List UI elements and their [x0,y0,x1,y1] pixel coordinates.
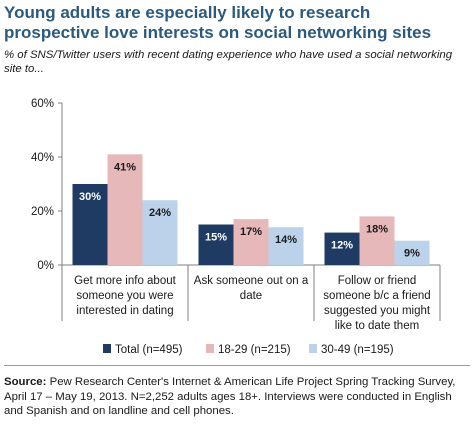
data-label: 30% [79,191,101,203]
data-label: 12% [331,240,353,252]
source-text: Pew Research Center's Internet & America… [4,376,456,418]
bar [268,227,304,265]
bar [107,154,143,265]
legend-swatch [309,344,317,353]
category-label: Ask someone out on a [194,275,309,287]
bar [359,216,395,265]
chart-title: Young adults are especially likely to re… [4,3,432,42]
bar [324,232,360,265]
data-label: 24% [149,207,171,219]
category-label: Follow or friend [338,275,417,287]
category-label: someone b/c a friend [323,290,430,302]
bar [72,184,108,265]
bar [198,224,234,265]
category-label: someone you were [76,290,173,302]
category-label: Get more info about [74,275,176,287]
bar [142,200,178,265]
source-note: Source: Pew Research Center's Internet &… [4,375,472,419]
data-label: 14% [275,234,297,246]
source-divider [4,365,470,366]
category-label: suggested you might [324,305,431,317]
data-label: 17% [240,226,262,238]
y-tick-label: 40% [31,152,54,164]
y-tick-label: 60% [31,98,54,110]
data-label: 41% [114,161,136,173]
category-label: like to date them [335,320,419,332]
category-label: interested in dating [76,305,173,317]
source-label: Source: [4,376,47,388]
y-tick-label: 20% [31,206,54,218]
bar-chart: 0% 20% 40% 60% 30% 41% 24% Get more info about s… [31,98,441,356]
legend-label: 30-49 (n=195) [321,344,394,356]
bar [233,219,269,265]
legend-label: 18-29 (n=215) [218,344,291,356]
bar [394,240,430,265]
chart-subtitle: % of SNS/Twitter users with recent datin… [4,49,453,75]
legend-swatch [103,344,111,353]
y-tick-label: 0% [37,260,54,272]
category-label: date [240,290,262,302]
legend-swatch [206,344,214,353]
data-label: 18% [366,223,388,235]
data-label: 15% [205,232,227,244]
data-label: 9% [404,248,420,260]
legend-label: Total (n=495) [115,344,183,356]
